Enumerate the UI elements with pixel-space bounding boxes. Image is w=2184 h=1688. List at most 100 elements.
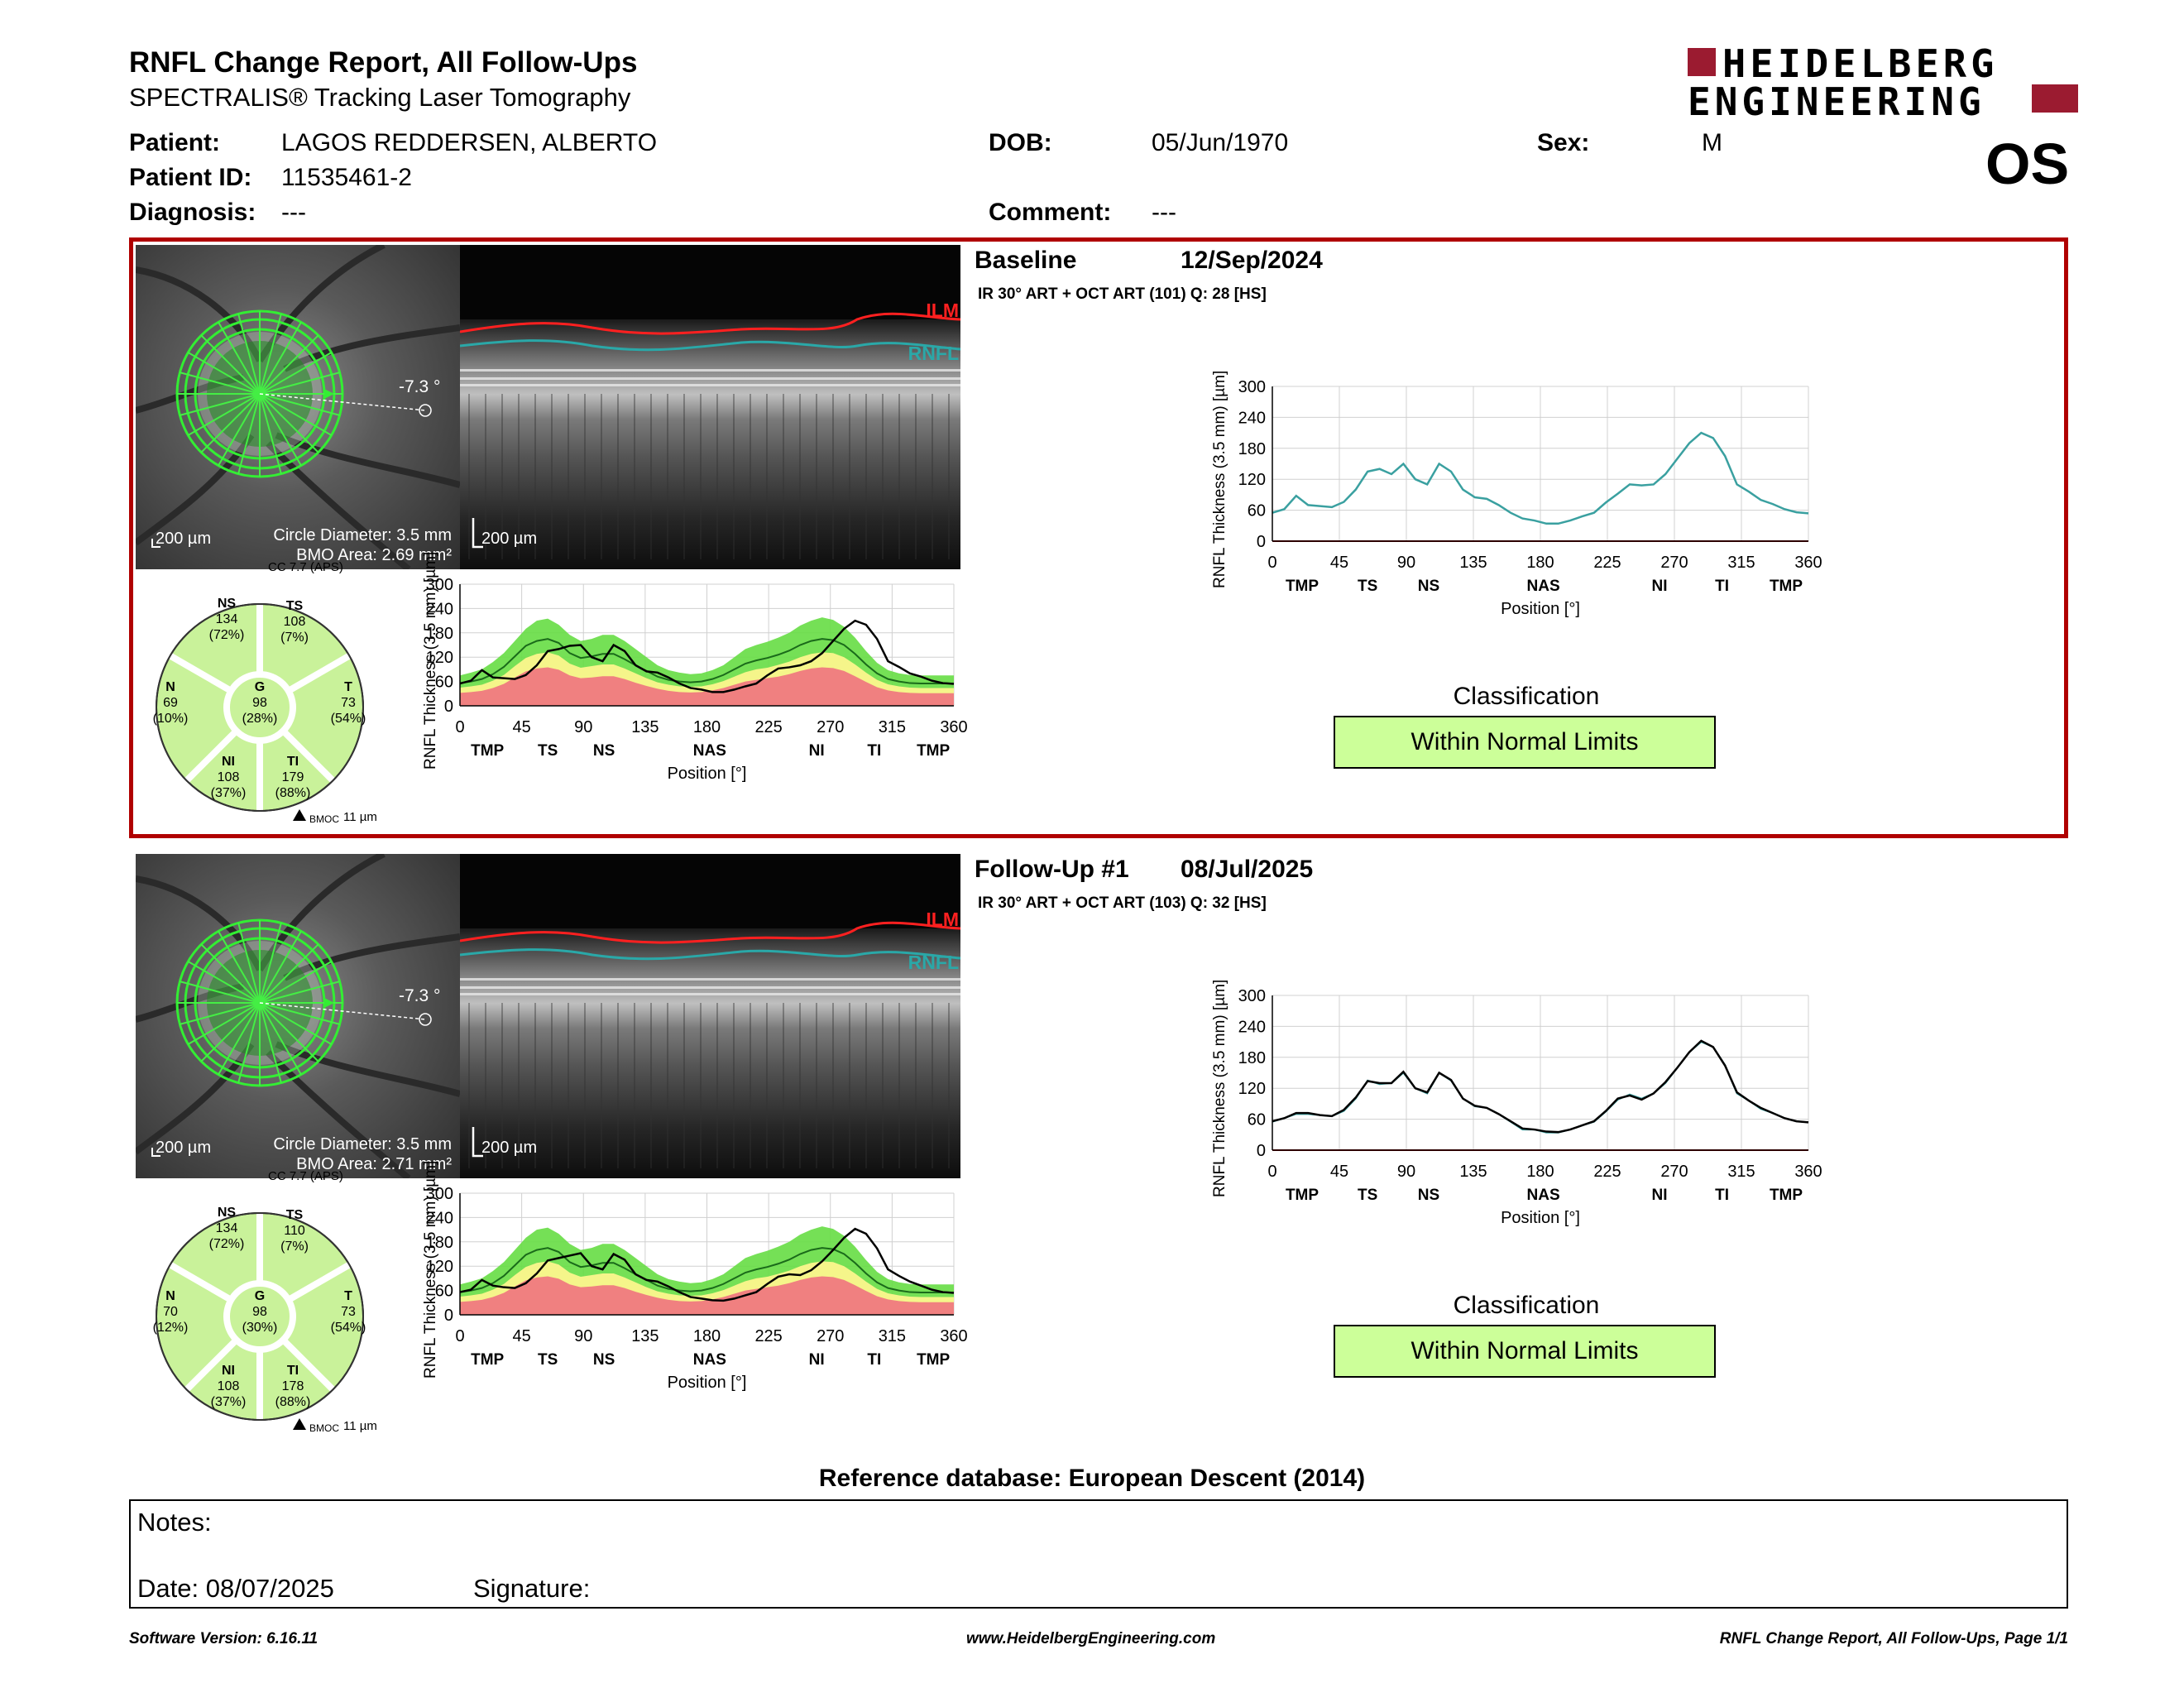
sector-axis-label: TMP bbox=[1770, 578, 1803, 595]
y-tick-label: 120 bbox=[1238, 1080, 1266, 1098]
x-tick-label: 135 bbox=[631, 718, 659, 736]
x-tick-label: 315 bbox=[1727, 554, 1755, 572]
notes-signature: Signature: bbox=[473, 1574, 591, 1603]
sector-axis-label: NAS bbox=[1527, 578, 1560, 595]
radial-scan-line bbox=[187, 1002, 261, 1045]
radial-scan-line bbox=[237, 393, 261, 474]
fundus-overlay bbox=[136, 854, 460, 1178]
bmoc-prefix: BMOC bbox=[309, 1422, 339, 1434]
classification-label: Classification bbox=[1453, 1292, 1600, 1319]
vessel bbox=[275, 432, 460, 488]
logo-red-bar-icon bbox=[2032, 84, 2078, 113]
sector-n-percent: (10%) bbox=[152, 712, 189, 726]
y-tick-label: 180 bbox=[1238, 440, 1266, 458]
logo-red-square-icon bbox=[1688, 48, 1716, 76]
fovea-marker-icon bbox=[419, 1013, 432, 1026]
y-axis-title: RNFL Thickness (3.5 mm) [µm] bbox=[1211, 979, 1228, 1197]
baseline-change-chart: 0 60 120 180 240 300 0 45 90 135 180 225 270 315 360 TM… bbox=[1198, 370, 1827, 631]
sector-n-value: 70 bbox=[163, 1305, 178, 1319]
exam-title: Follow-Up #1 bbox=[975, 856, 1129, 883]
sector-t-value: 73 bbox=[341, 696, 356, 710]
sector-n-value: 69 bbox=[163, 696, 178, 710]
x-tick-label: 90 bbox=[574, 718, 592, 736]
y-tick-label: 240 bbox=[1238, 409, 1266, 427]
sector-pie-chart: NS 134 (72%) TS 108 (7%) N 69 (10%) G 98 (28%) T 73 (5… bbox=[136, 560, 384, 825]
sector-divider bbox=[168, 653, 233, 694]
oct-bscan-image: ILM RNFL 200 µm bbox=[460, 854, 960, 1178]
sector-ni-percent: (37%) bbox=[210, 786, 247, 800]
sector-ni-percent: (37%) bbox=[210, 1395, 247, 1409]
y-tick-label: 120 bbox=[1238, 471, 1266, 489]
sector-divider bbox=[184, 728, 239, 784]
sector-g-value: 98 bbox=[252, 1305, 267, 1319]
sector-axis-label: NS bbox=[593, 742, 615, 760]
patient-thickness-line bbox=[459, 619, 955, 693]
sector-axis-label: TS bbox=[538, 1351, 558, 1369]
sector-global bbox=[223, 671, 296, 744]
sector-g-name: G bbox=[254, 1289, 266, 1303]
bmo-area-value: BMO Area: 2.71 mm² bbox=[296, 1155, 452, 1173]
retinal-layer bbox=[460, 993, 960, 995]
x-tick-label: 270 bbox=[1660, 1163, 1688, 1181]
bmoc-triangle-icon bbox=[293, 1418, 306, 1430]
patient-name: LAGOS REDDERSEN, ALBERTO bbox=[281, 129, 658, 156]
report-title: RNFL Change Report, All Follow-Ups bbox=[129, 46, 638, 79]
scale-bar-icon bbox=[151, 1148, 160, 1157]
sector-t-name: T bbox=[344, 680, 352, 694]
retinal-layer bbox=[460, 369, 960, 372]
radial-scan-line bbox=[218, 321, 261, 395]
radial-scan-line bbox=[180, 372, 261, 395]
notes-box[interactable]: Notes: Date: 08/07/2025 Signature: bbox=[129, 1499, 2068, 1609]
radial-scan-line bbox=[259, 393, 282, 474]
y-axis-title: RNFL Thickness (3.5 mm) [µm] bbox=[422, 1160, 439, 1379]
vessel bbox=[275, 1041, 460, 1097]
radial-scan-line bbox=[259, 393, 319, 453]
sector-g-name: G bbox=[254, 680, 266, 694]
x-tick-label: 180 bbox=[693, 718, 721, 736]
fovea-angle: -7.3 ° bbox=[399, 377, 441, 396]
footer-website[interactable]: www.HeidelbergEngineering.com bbox=[966, 1630, 1216, 1647]
radial-scan-line bbox=[259, 393, 333, 436]
report-subtitle: SPECTRALIS® Tracking Laser Tomography bbox=[129, 83, 631, 112]
chart-svg: 0 60 120 180 240 300 0 45 90 135 180 225 270 315 360 TM… bbox=[1238, 987, 1822, 1227]
sector-axis-label: NS bbox=[1418, 578, 1439, 595]
sector-axis-label: TMP bbox=[917, 742, 950, 760]
sector-axis-label: TS bbox=[538, 742, 558, 760]
x-tick-label: 360 bbox=[1794, 1163, 1822, 1181]
radial-scan-line bbox=[259, 1002, 282, 1083]
sector-g-value: 98 bbox=[252, 696, 267, 710]
eye-laterality: OS bbox=[1985, 132, 2070, 196]
circle-diameter: Circle Diameter: 3.5 mm bbox=[273, 1135, 452, 1153]
x-tick-label: 180 bbox=[1526, 1163, 1554, 1181]
sector-ts-name: TS bbox=[285, 599, 304, 613]
start-arrow-icon bbox=[324, 389, 334, 399]
x-tick-label: 225 bbox=[754, 718, 782, 736]
x-tick-label: 0 bbox=[455, 1327, 464, 1345]
y-tick-label: 300 bbox=[1238, 378, 1266, 396]
followup-change-chart: 0 60 120 180 240 300 0 45 90 135 180 225 270 315 360 TM… bbox=[1198, 979, 1827, 1240]
x-tick-label: 180 bbox=[1526, 554, 1554, 572]
radial-scan-line bbox=[187, 352, 261, 395]
radial-scan-line bbox=[218, 1002, 261, 1076]
sector-ns-percent: (72%) bbox=[208, 1237, 245, 1251]
y-tick-label: 0 bbox=[444, 698, 453, 716]
ilm-boundary-line bbox=[460, 921, 960, 944]
radial-scan-line bbox=[237, 314, 261, 395]
sector-ns-value: 134 bbox=[215, 1221, 238, 1235]
vessel bbox=[283, 933, 460, 981]
vessel bbox=[136, 1042, 255, 1155]
sector-axis-label: TMP bbox=[917, 1351, 950, 1369]
start-arrow-icon bbox=[324, 998, 334, 1008]
outside-normal-band bbox=[460, 1276, 954, 1315]
exam-date: 12/Sep/2024 bbox=[1181, 247, 1323, 274]
radial-scan-line bbox=[200, 1002, 261, 1062]
radial-scan-line bbox=[259, 930, 302, 1004]
chart-svg: 0 60 120 180 240 300 0 45 90 135 180 225 270 315 360 TM… bbox=[426, 1185, 968, 1392]
fundus-overlay bbox=[136, 245, 460, 569]
logo-line2: ENGINEERING bbox=[1688, 79, 1985, 124]
y-tick-label: 240 bbox=[426, 1209, 453, 1227]
ilm-boundary-line bbox=[460, 312, 960, 335]
fundus-scale: 200 µm bbox=[156, 530, 212, 548]
sector-ni-value: 108 bbox=[217, 770, 240, 784]
sector-t-percent: (54%) bbox=[330, 712, 366, 726]
